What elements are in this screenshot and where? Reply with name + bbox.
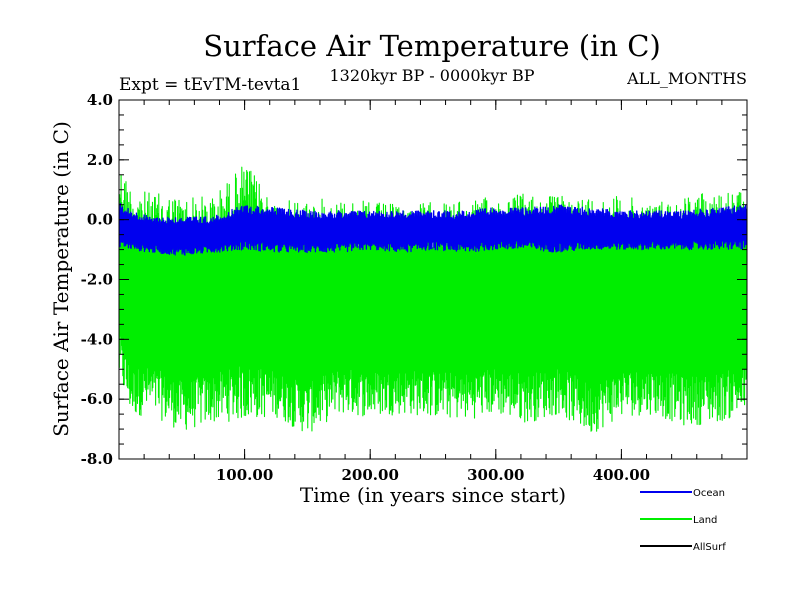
legend-label-ocean: Ocean	[693, 488, 725, 499]
legend-label-allsurf: AllSurf	[693, 542, 726, 553]
y-tick-label: 2.0	[87, 151, 113, 169]
y-tick-label: 4.0	[87, 91, 113, 109]
y-tick-label: 0.0	[87, 211, 113, 229]
y-axis-label: Surface Air Temperature (in C)	[49, 121, 73, 437]
x-axis-label: Time (in years since start)	[300, 483, 566, 507]
chart-title: Surface Air Temperature (in C)	[203, 29, 661, 63]
months-label: ALL_MONTHS	[626, 69, 747, 88]
x-tick-label: 100.00	[216, 466, 273, 484]
x-tick-label: 300.00	[467, 466, 524, 484]
x-tick-label: 400.00	[593, 466, 650, 484]
y-tick-label: -4.0	[81, 330, 113, 348]
y-tick-label: -6.0	[81, 390, 113, 408]
x-tick-label: 200.00	[341, 466, 398, 484]
experiment-label: Expt = tEvTM-tevta1	[119, 75, 301, 95]
legend: Ocean Land AllSurf	[640, 488, 726, 553]
period-label: 1320kyr BP - 0000kyr BP	[330, 66, 535, 85]
plot-series-group	[119, 166, 747, 432]
series-line-land	[119, 166, 747, 432]
legend-label-land: Land	[693, 515, 717, 526]
axes: 4.0 2.0 0.0 -2.0 -4.0 -6.0 -8.0 100.00 200.00 300…	[81, 91, 747, 484]
y-tick-label: -2.0	[81, 271, 113, 289]
y-tick-label: -8.0	[81, 450, 113, 468]
series-line-ocean	[119, 202, 747, 256]
